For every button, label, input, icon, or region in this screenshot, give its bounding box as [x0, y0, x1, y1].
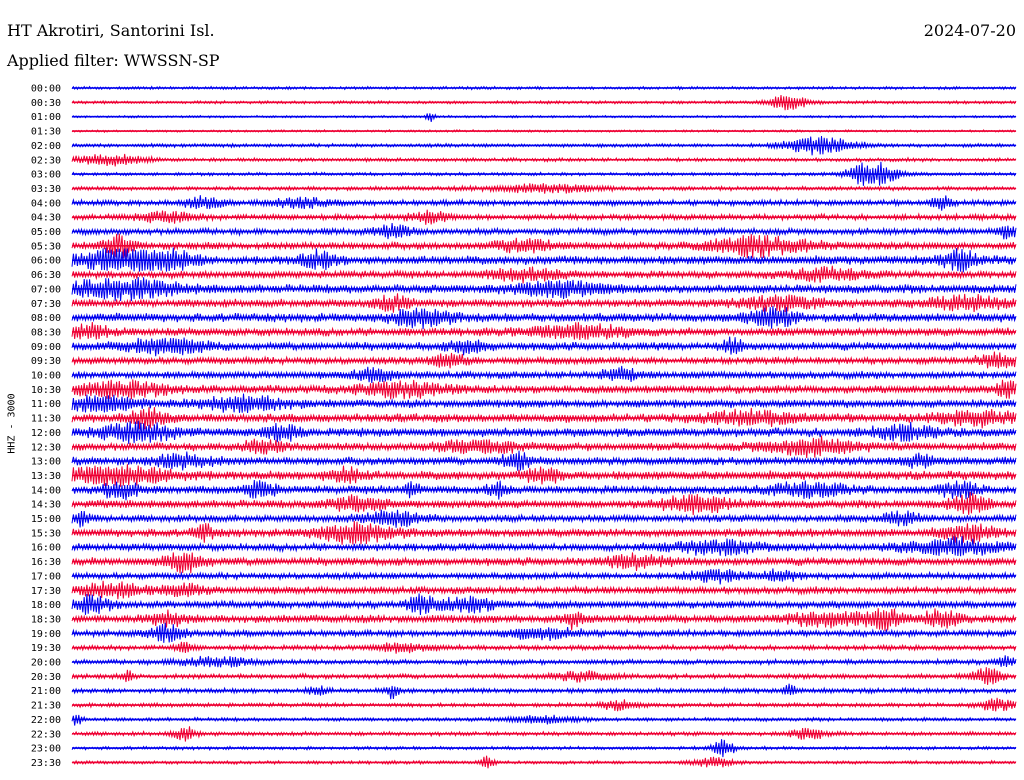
time-tick-label: 02:30 — [31, 155, 61, 166]
time-tick-label: 12:30 — [31, 442, 61, 453]
time-tick-label: 03:30 — [31, 184, 61, 195]
time-tick-label: 17:30 — [31, 586, 61, 597]
time-tick-label: 09:30 — [31, 356, 61, 367]
time-tick-label: 20:30 — [31, 672, 61, 683]
time-tick-label: 18:00 — [31, 600, 61, 611]
time-tick-label: 10:30 — [31, 385, 61, 396]
time-tick-label: 23:30 — [31, 758, 61, 769]
time-tick-label: 08:30 — [31, 327, 61, 338]
time-tick-label: 13:00 — [31, 457, 61, 468]
time-tick-label: 07:30 — [31, 299, 61, 310]
time-tick-label: 22:30 — [31, 729, 61, 740]
time-tick-label: 19:30 — [31, 643, 61, 654]
time-tick-label: 01:30 — [31, 127, 61, 138]
time-tick-label: 04:30 — [31, 213, 61, 224]
filter-label: Applied filter: WWSSN-SP — [7, 51, 220, 70]
time-tick-label: 15:00 — [31, 514, 61, 525]
time-tick-label: 06:00 — [31, 256, 61, 267]
time-tick-label: 11:00 — [31, 399, 61, 410]
time-tick-label: 16:00 — [31, 543, 61, 554]
time-tick-label: 01:00 — [31, 112, 61, 123]
time-tick-label: 18:30 — [31, 614, 61, 625]
time-tick-label: 12:00 — [31, 428, 61, 439]
time-tick-label: 19:00 — [31, 629, 61, 640]
time-tick-label: 17:00 — [31, 571, 61, 582]
time-tick-label: 07:00 — [31, 284, 61, 295]
seismic-trace — [71, 535, 1017, 557]
station-title: HT Akrotiri, Santorini Isl. — [7, 21, 215, 40]
time-tick-label: 02:00 — [31, 141, 61, 152]
time-tick-label: 14:00 — [31, 485, 61, 496]
time-tick-label: 00:30 — [31, 98, 61, 109]
seismic-trace — [71, 552, 1017, 574]
time-tick-label: 05:00 — [31, 227, 61, 238]
time-tick-label: 05:30 — [31, 241, 61, 252]
time-tick-label: 15:30 — [31, 528, 61, 539]
seismic-trace — [71, 322, 1017, 341]
time-tick-label: 08:00 — [31, 313, 61, 324]
time-tick-label: 21:30 — [31, 701, 61, 712]
time-tick-label: 23:00 — [31, 744, 61, 755]
time-tick-label: 21:00 — [31, 686, 61, 697]
time-tick-label: 20:00 — [31, 658, 61, 669]
time-tick-label: 11:30 — [31, 414, 61, 425]
time-tick-label: 06:30 — [31, 270, 61, 281]
time-tick-label: 14:30 — [31, 500, 61, 511]
time-tick-label: 00:00 — [31, 84, 61, 95]
time-tick-label: 22:00 — [31, 715, 61, 726]
seismic-trace — [71, 113, 1017, 122]
time-tick-label: 09:00 — [31, 342, 61, 353]
date-label: 2024-07-20 — [923, 21, 1016, 40]
time-tick-label: 13:30 — [31, 471, 61, 482]
time-tick-label: 16:30 — [31, 557, 61, 568]
time-tick-label: 03:00 — [31, 170, 61, 181]
time-tick-label: 10:00 — [31, 371, 61, 382]
time-tick-label: 04:00 — [31, 198, 61, 209]
